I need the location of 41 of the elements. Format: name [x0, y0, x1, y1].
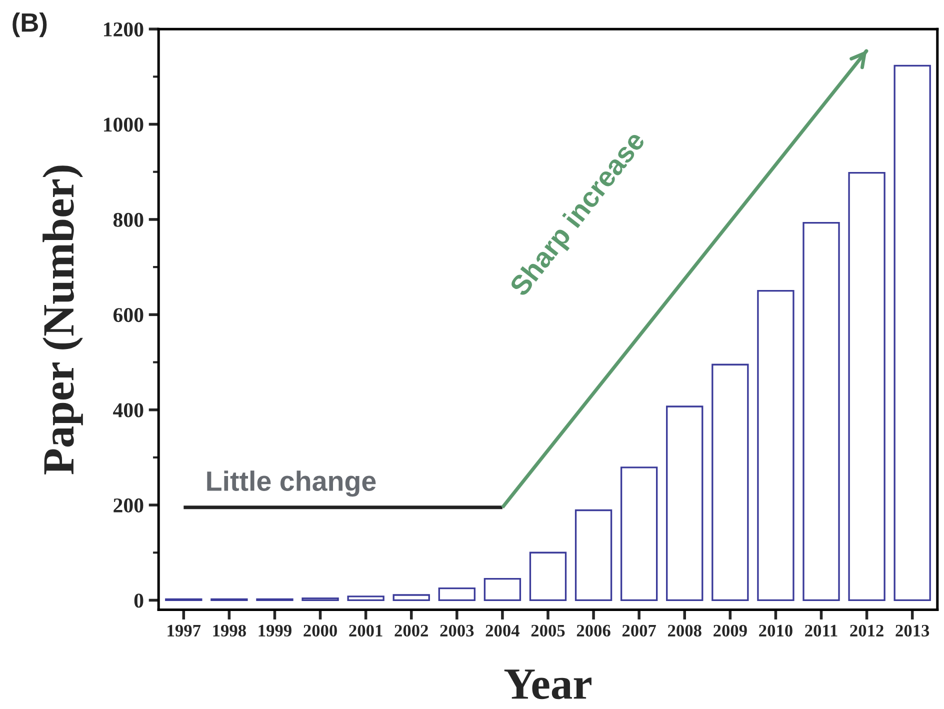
y-tick-label: 800 [113, 212, 144, 227]
y-tick-label: 1200 [104, 22, 144, 36]
x-axis-title: Year [504, 670, 592, 700]
bar [894, 64, 931, 602]
text: (B) [12, 12, 47, 38]
x-tick-label: 2008 [668, 624, 702, 637]
y-tick-label: 400 [113, 403, 144, 418]
bar [529, 552, 567, 602]
bar [757, 290, 794, 602]
bar [802, 222, 840, 602]
y-tick-label: 1000 [104, 118, 144, 132]
x-tick-label: 2012 [850, 624, 884, 637]
x-tick-label: 2006 [576, 624, 610, 637]
y-tick-label: 200 [114, 498, 144, 512]
bar [712, 364, 749, 602]
bar [848, 172, 886, 602]
x-tick-label: 1997 [168, 624, 201, 637]
bar [620, 466, 658, 602]
y-tick-label: 600 [113, 308, 144, 322]
x-tick-label: 2011 [805, 624, 838, 637]
annotation: Little change [207, 470, 376, 497]
bar [392, 594, 430, 602]
x-tick-label: 2003 [440, 624, 474, 637]
x-tick-label: 2010 [759, 624, 792, 637]
x-tick-label: 1998 [213, 624, 246, 637]
bar [438, 587, 476, 602]
x-tick-label: 2004 [486, 624, 520, 637]
x-tick-label: 2007 [622, 624, 656, 637]
x-tick-label: 2009 [714, 624, 747, 637]
bar [484, 578, 522, 602]
x-tick-label: 2013 [896, 624, 930, 637]
x-tick-label: 2005 [531, 624, 565, 637]
y-axis-title: Paper (Number) [42, 166, 83, 474]
x-tick-label: 2000 [304, 624, 337, 637]
bar [666, 406, 704, 602]
x-tick-label: 2002 [394, 624, 428, 637]
x-tick-label: 2001 [349, 624, 382, 637]
y-tick-label: 0 [134, 594, 144, 608]
bar [574, 509, 612, 602]
bar [347, 596, 384, 602]
x-tick-label: 1999 [258, 624, 292, 637]
